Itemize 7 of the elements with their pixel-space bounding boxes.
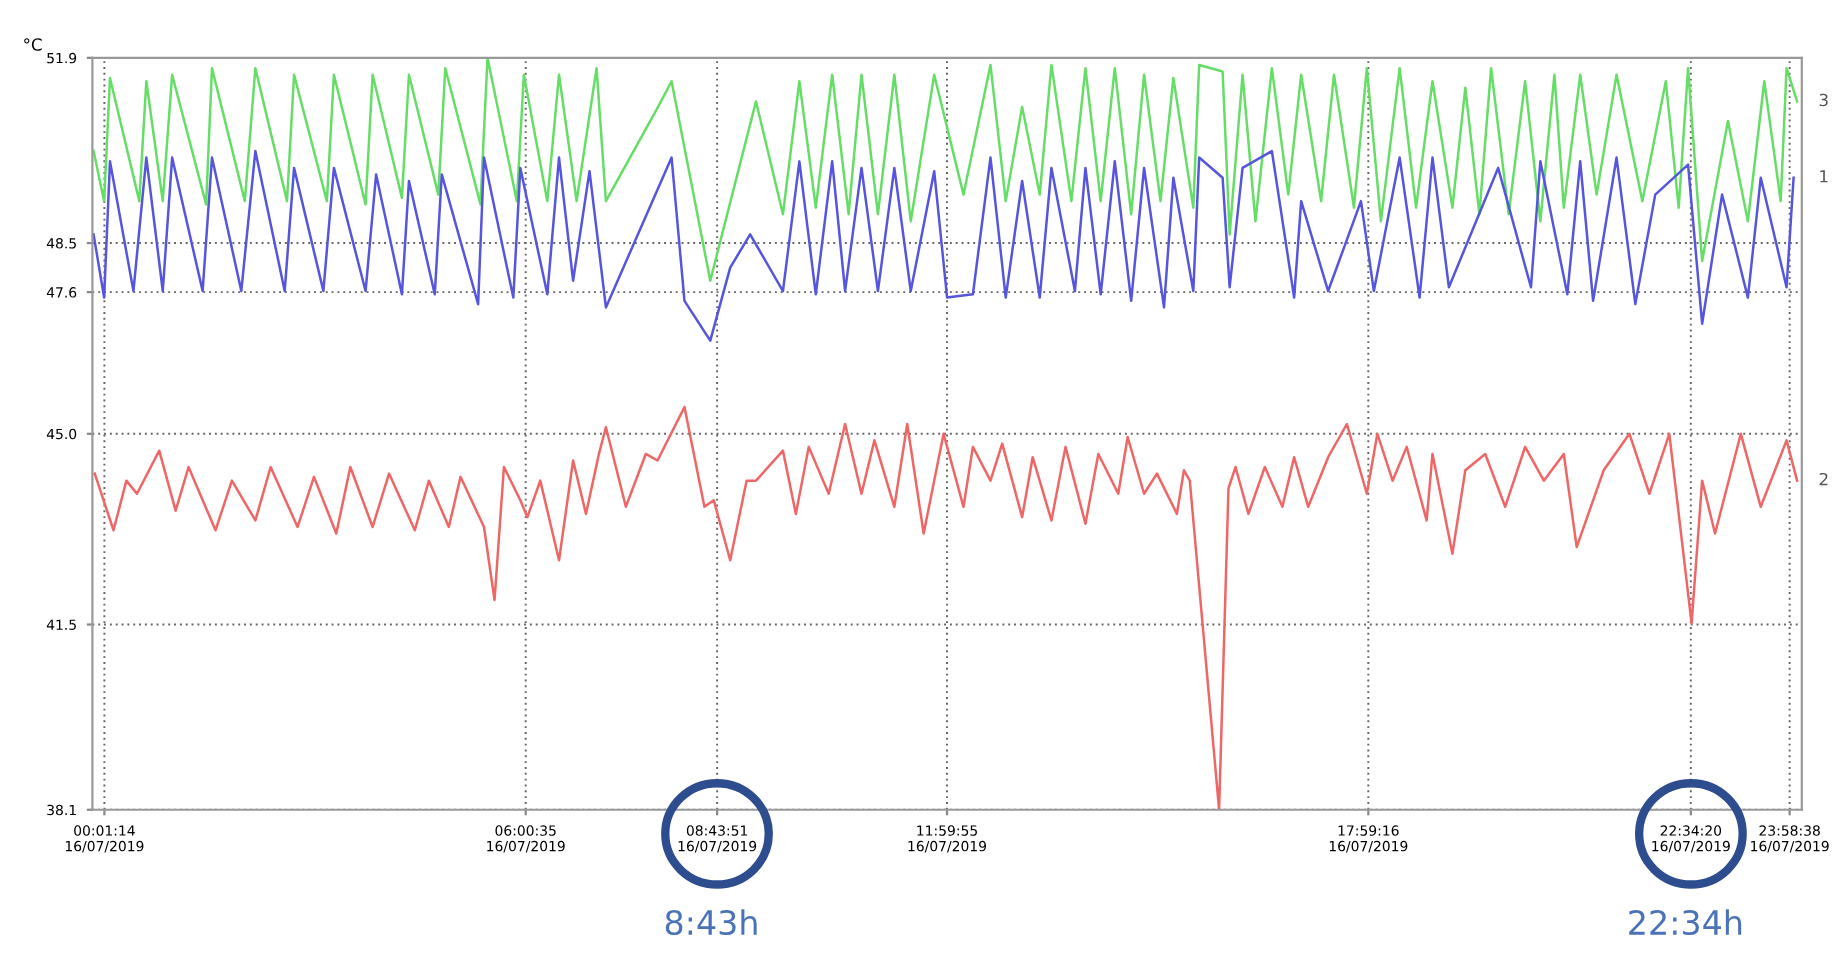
series-label: 1	[1820, 170, 1828, 183]
text: 8:43h	[665, 909, 757, 936]
text: 22:34h	[1629, 909, 1742, 936]
line-series	[92, 149, 1795, 342]
series-label: 2	[1819, 472, 1828, 486]
y-axis-title: °C	[24, 38, 42, 51]
series-label: 3	[1819, 93, 1828, 107]
